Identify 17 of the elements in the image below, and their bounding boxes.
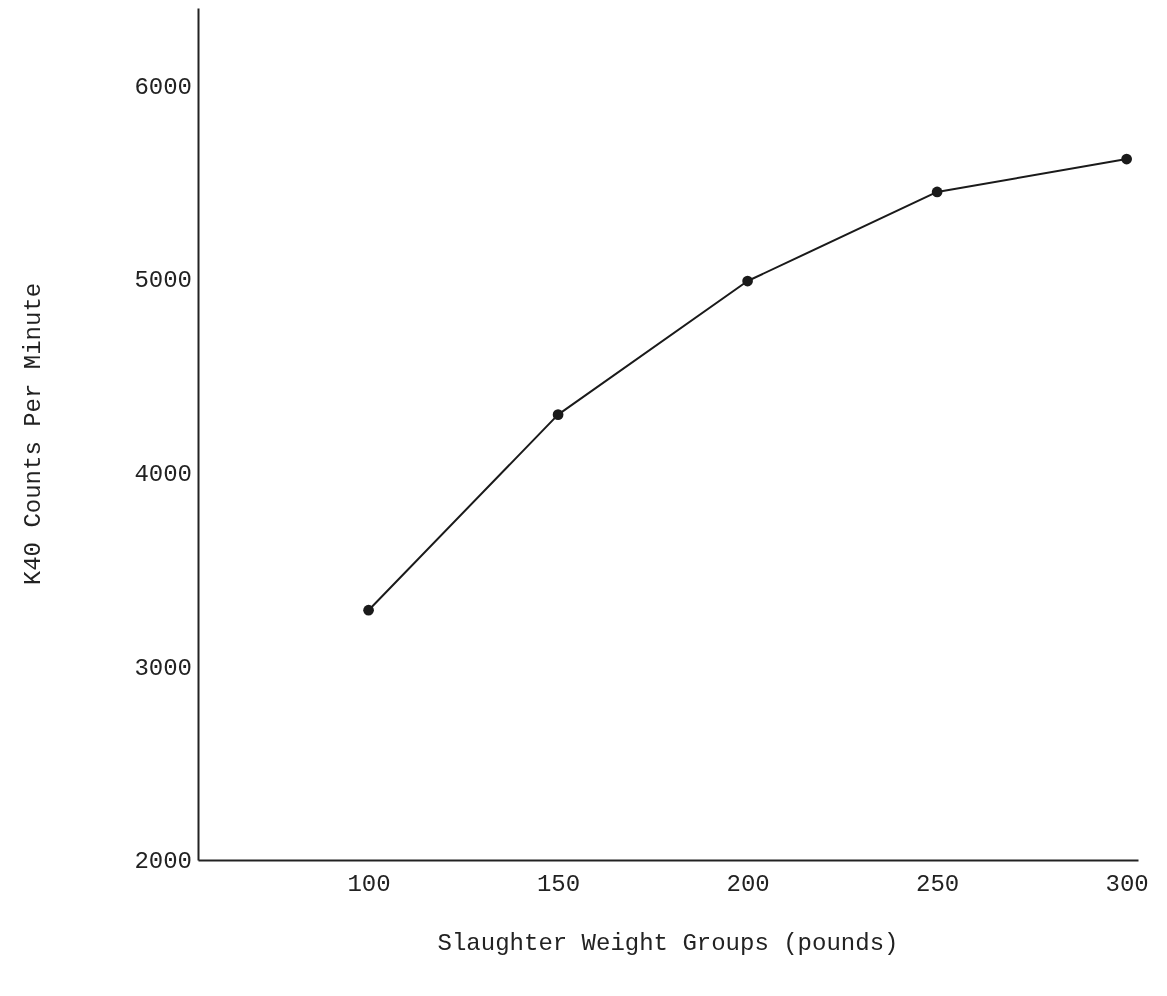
x-tick-label: 150: [536, 871, 581, 899]
y-tick-label: 5000: [134, 267, 192, 295]
x-tick-label: 200: [726, 871, 770, 899]
point: [552, 409, 564, 420]
point: [931, 186, 943, 198]
x-axis-title: Slaughter Weight Groups (pounds): [437, 930, 899, 957]
x-tick-label: 100: [347, 871, 391, 899]
y-tick-label: 3000: [134, 654, 192, 682]
point: [1121, 153, 1132, 165]
y-axis-title: K40 Counts Per Minute: [20, 282, 47, 586]
point: [363, 604, 374, 616]
x-tick-label: 250: [916, 871, 960, 899]
x-tick-label: 300: [1105, 871, 1149, 899]
y-tick-label: 4000: [134, 460, 192, 488]
y-tick-label: 2000: [134, 848, 192, 876]
y-tick-label: 6000: [134, 73, 192, 101]
point: [742, 275, 753, 287]
